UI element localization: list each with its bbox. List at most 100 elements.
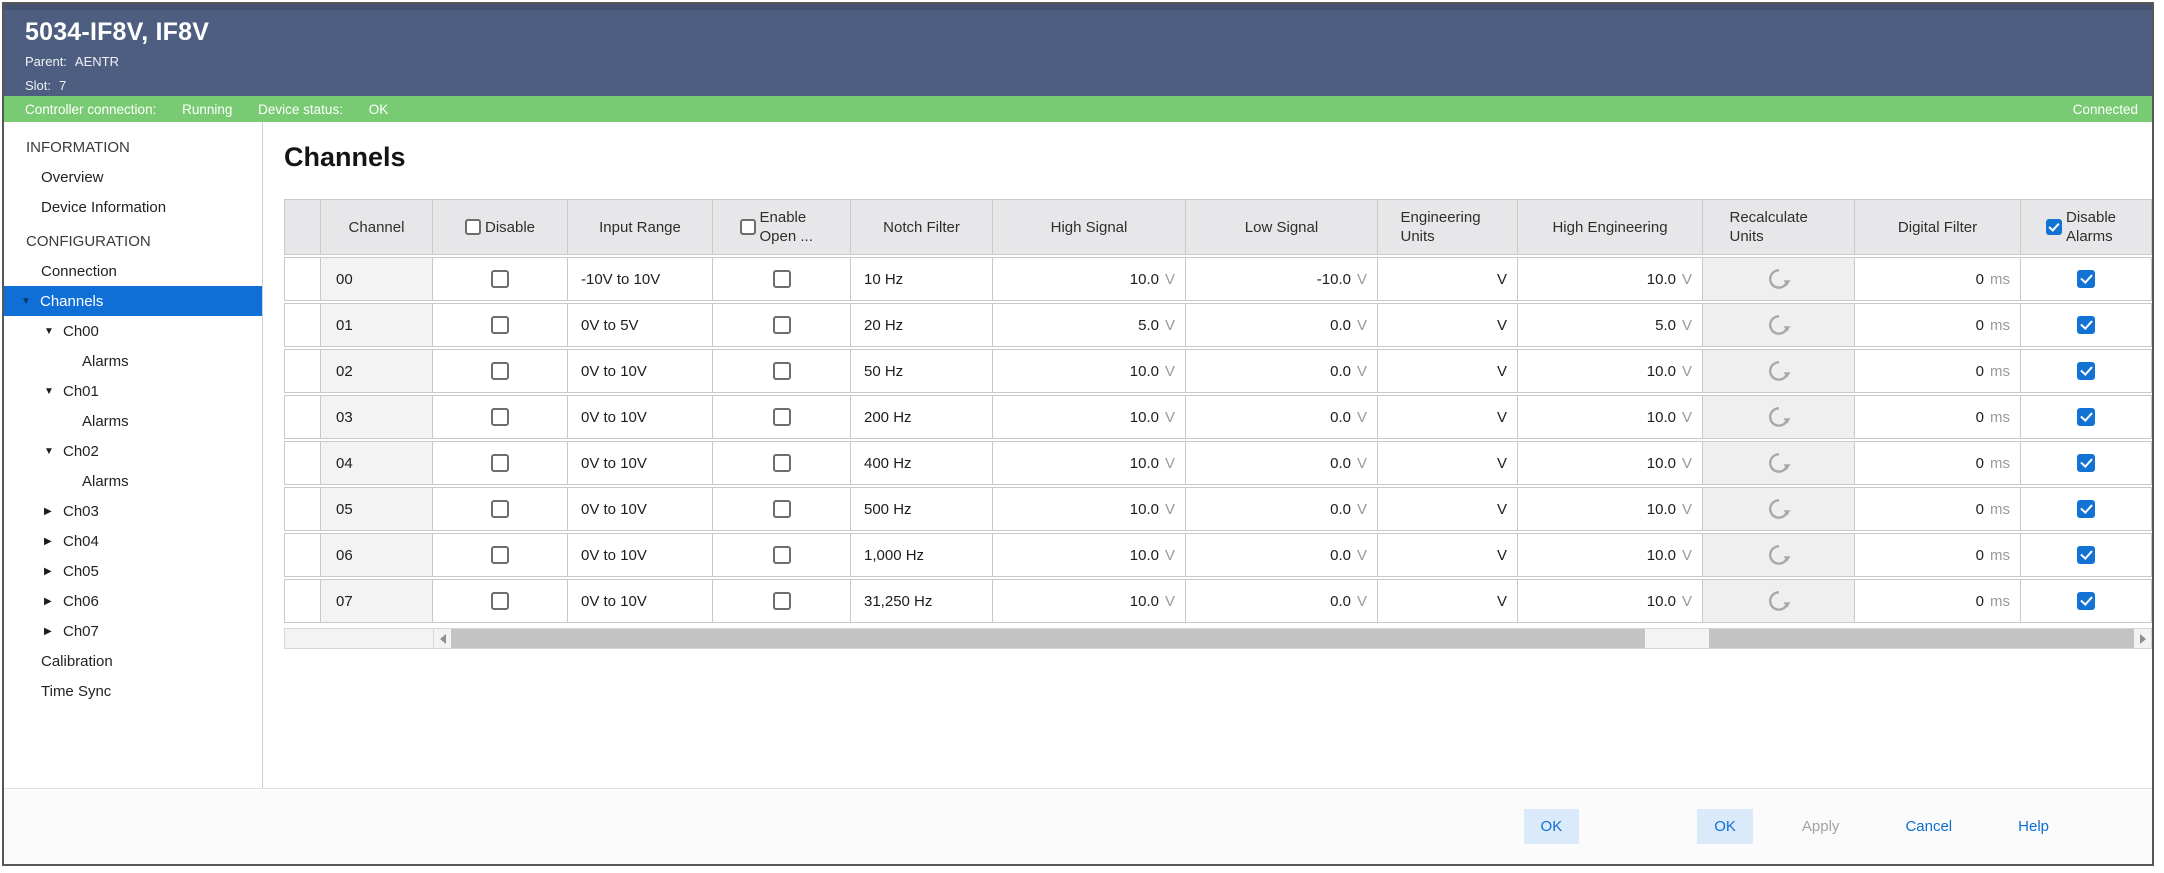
enable-open-checkbox[interactable]: [773, 362, 791, 380]
row-selector-cell[interactable]: [284, 395, 321, 439]
row-selector-cell[interactable]: [284, 349, 321, 393]
input-range-cell[interactable]: 0V to 5V: [568, 303, 713, 347]
high-engineering-cell[interactable]: 10.0V: [1518, 533, 1703, 577]
sidebar-item-ch01[interactable]: ▼Ch01: [4, 376, 262, 406]
high-signal-cell[interactable]: 10.0V: [993, 257, 1186, 301]
low-signal-cell[interactable]: 0.0V: [1186, 303, 1378, 347]
disable-alarms-checkbox[interactable]: [2077, 500, 2095, 518]
digital-filter-cell[interactable]: 0ms: [1855, 257, 2021, 301]
notch-filter-cell[interactable]: 31,250 Hz: [851, 579, 993, 623]
disable-alarms-checkbox[interactable]: [2077, 592, 2095, 610]
sidebar-item-overview[interactable]: Overview: [4, 162, 262, 192]
notch-filter-cell[interactable]: 1,000 Hz: [851, 533, 993, 577]
notch-filter-cell[interactable]: 200 Hz: [851, 395, 993, 439]
sidebar-item-ch02[interactable]: ▼Ch02: [4, 436, 262, 466]
recalculate-icon[interactable]: [1766, 266, 1792, 292]
sidebar-item-ch05[interactable]: ▶Ch05: [4, 556, 262, 586]
high-engineering-cell[interactable]: 10.0V: [1518, 349, 1703, 393]
enable-open-all-checkbox[interactable]: [740, 219, 756, 235]
notch-filter-cell[interactable]: 500 Hz: [851, 487, 993, 531]
input-range-cell[interactable]: 0V to 10V: [568, 533, 713, 577]
scrollbar-track-gap[interactable]: [1645, 629, 1709, 648]
sidebar-item-ch04[interactable]: ▶Ch04: [4, 526, 262, 556]
scrollbar-thumb-2[interactable]: [1709, 629, 2134, 648]
sidebar-item-alarms[interactable]: Alarms: [4, 346, 262, 376]
sidebar-item-alarms[interactable]: Alarms: [4, 406, 262, 436]
row-selector-cell[interactable]: [284, 303, 321, 347]
recalculate-icon[interactable]: [1766, 450, 1792, 476]
disable-alarms-all-checkbox[interactable]: [2046, 219, 2062, 235]
high-engineering-cell[interactable]: 10.0V: [1518, 441, 1703, 485]
notch-filter-cell[interactable]: 50 Hz: [851, 349, 993, 393]
sidebar-item-calibration[interactable]: Calibration: [4, 646, 262, 676]
digital-filter-cell[interactable]: 0ms: [1855, 441, 2021, 485]
row-selector-cell[interactable]: [284, 257, 321, 301]
chevron-right-icon[interactable]: ▶: [44, 536, 61, 547]
chevron-down-icon[interactable]: ▼: [44, 326, 61, 337]
scroll-left-arrow-icon[interactable]: [434, 629, 451, 648]
notch-filter-cell[interactable]: 10 Hz: [851, 257, 993, 301]
engineering-units-cell[interactable]: V: [1378, 349, 1518, 393]
recalculate-icon[interactable]: [1766, 588, 1792, 614]
digital-filter-cell[interactable]: 0ms: [1855, 395, 2021, 439]
disable-checkbox[interactable]: [491, 592, 509, 610]
sidebar-item-ch00[interactable]: ▼Ch00: [4, 316, 262, 346]
ok-1-button[interactable]: OK: [1524, 809, 1580, 844]
disable-checkbox[interactable]: [491, 362, 509, 380]
row-selector-cell[interactable]: [284, 487, 321, 531]
input-range-cell[interactable]: 0V to 10V: [568, 349, 713, 393]
engineering-units-cell[interactable]: V: [1378, 579, 1518, 623]
high-engineering-cell[interactable]: 10.0V: [1518, 579, 1703, 623]
engineering-units-cell[interactable]: V: [1378, 441, 1518, 485]
chevron-down-icon[interactable]: ▼: [44, 446, 61, 457]
ok-2-button[interactable]: OK: [1697, 809, 1753, 844]
sidebar-item-time-sync[interactable]: Time Sync: [4, 676, 262, 706]
enable-open-checkbox[interactable]: [773, 592, 791, 610]
high-signal-cell[interactable]: 10.0V: [993, 441, 1186, 485]
sidebar-item-connection[interactable]: Connection: [4, 256, 262, 286]
high-signal-cell[interactable]: 10.0V: [993, 533, 1186, 577]
high-engineering-cell[interactable]: 10.0V: [1518, 395, 1703, 439]
sidebar-item-channels[interactable]: ▼Channels: [4, 286, 262, 316]
chevron-right-icon[interactable]: ▶: [44, 506, 61, 517]
low-signal-cell[interactable]: 0.0V: [1186, 487, 1378, 531]
digital-filter-cell[interactable]: 0ms: [1855, 349, 2021, 393]
disable-checkbox[interactable]: [491, 270, 509, 288]
enable-open-checkbox[interactable]: [773, 408, 791, 426]
scroll-right-arrow-icon[interactable]: [2134, 629, 2151, 648]
disable-checkbox[interactable]: [491, 408, 509, 426]
row-selector-cell[interactable]: [284, 579, 321, 623]
input-range-cell[interactable]: 0V to 10V: [568, 395, 713, 439]
low-signal-cell[interactable]: 0.0V: [1186, 395, 1378, 439]
chevron-down-icon[interactable]: ▼: [44, 386, 61, 397]
engineering-units-cell[interactable]: V: [1378, 487, 1518, 531]
chevron-right-icon[interactable]: ▶: [44, 596, 61, 607]
notch-filter-cell[interactable]: 400 Hz: [851, 441, 993, 485]
disable-all-checkbox[interactable]: [465, 219, 481, 235]
input-range-cell[interactable]: -10V to 10V: [568, 257, 713, 301]
enable-open-checkbox[interactable]: [773, 546, 791, 564]
chevron-down-icon[interactable]: ▼: [21, 296, 38, 307]
enable-open-checkbox[interactable]: [773, 270, 791, 288]
high-engineering-cell[interactable]: 10.0V: [1518, 487, 1703, 531]
engineering-units-cell[interactable]: V: [1378, 533, 1518, 577]
sidebar-item-alarms[interactable]: Alarms: [4, 466, 262, 496]
disable-checkbox[interactable]: [491, 454, 509, 472]
digital-filter-cell[interactable]: 0ms: [1855, 533, 2021, 577]
high-signal-cell[interactable]: 10.0V: [993, 349, 1186, 393]
digital-filter-cell[interactable]: 0ms: [1855, 487, 2021, 531]
input-range-cell[interactable]: 0V to 10V: [568, 487, 713, 531]
sidebar-item-ch06[interactable]: ▶Ch06: [4, 586, 262, 616]
disable-alarms-checkbox[interactable]: [2077, 408, 2095, 426]
chevron-right-icon[interactable]: ▶: [44, 626, 61, 637]
high-signal-cell[interactable]: 10.0V: [993, 395, 1186, 439]
enable-open-checkbox[interactable]: [773, 454, 791, 472]
engineering-units-cell[interactable]: V: [1378, 257, 1518, 301]
high-signal-cell[interactable]: 10.0V: [993, 487, 1186, 531]
low-signal-cell[interactable]: 0.0V: [1186, 533, 1378, 577]
chevron-right-icon[interactable]: ▶: [44, 566, 61, 577]
sidebar-item-device-information[interactable]: Device Information: [4, 192, 262, 222]
scrollbar-track[interactable]: [434, 629, 2151, 648]
apply-button[interactable]: Apply: [1785, 809, 1857, 844]
recalculate-icon[interactable]: [1766, 404, 1792, 430]
